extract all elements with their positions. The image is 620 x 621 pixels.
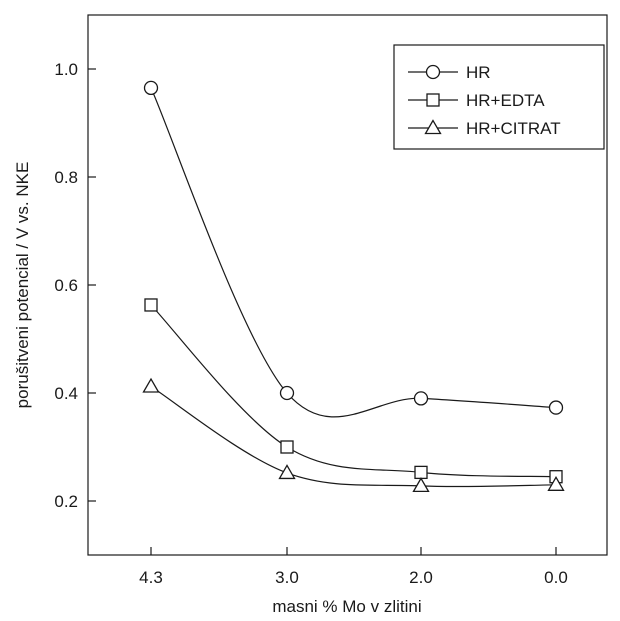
legend-label: HR+EDTA xyxy=(466,91,545,110)
legend-circle-marker xyxy=(425,64,441,80)
circle-marker xyxy=(143,80,159,96)
x-tick-label: 3.0 xyxy=(275,568,299,587)
circle-marker xyxy=(548,400,564,415)
y-tick-label: 0.4 xyxy=(54,384,78,403)
y-tick-label: 0.8 xyxy=(54,168,78,187)
legend: HR HR+EDTA HR+CITRAT xyxy=(393,44,605,150)
series-layer xyxy=(142,80,565,493)
triangle-marker xyxy=(142,377,160,393)
square-marker xyxy=(414,465,428,480)
legend-item: HR+CITRAT xyxy=(408,119,561,138)
series-line xyxy=(150,87,557,418)
series-hr-citrat xyxy=(142,377,565,493)
circle-marker xyxy=(413,391,429,406)
x-tick-label: 0.0 xyxy=(544,568,568,587)
legend-triangle-marker xyxy=(424,119,442,135)
x-tick-label: 4.3 xyxy=(139,568,163,587)
square-marker xyxy=(280,440,294,454)
triangle-marker xyxy=(412,477,430,493)
legend-item: HR+EDTA xyxy=(408,91,545,110)
y-axis-title: porušitveni potencial / V vs. NKE xyxy=(13,162,32,409)
series-hr xyxy=(143,80,564,418)
triangle-marker xyxy=(278,464,296,480)
square-marker xyxy=(144,298,158,312)
series-line xyxy=(150,386,557,488)
legend-square-marker xyxy=(426,93,440,107)
legend-item: HR xyxy=(408,63,491,82)
y-axis: 0.2 0.4 0.6 0.8 1.0 xyxy=(54,60,96,511)
y-tick-label: 0.6 xyxy=(54,276,78,295)
x-tick-label: 2.0 xyxy=(409,568,433,587)
legend-label: HR xyxy=(466,63,491,82)
circle-marker xyxy=(279,385,295,401)
y-tick-label: 0.2 xyxy=(54,492,78,511)
series-hr-edta xyxy=(144,298,563,484)
legend-label: HR+CITRAT xyxy=(466,119,561,138)
series-line xyxy=(150,304,557,478)
x-axis: 4.3 3.0 2.0 0.0 xyxy=(139,547,568,587)
x-axis-title: masni % Mo v zlitini xyxy=(272,597,421,616)
triangle-marker xyxy=(547,475,565,491)
y-tick-label: 1.0 xyxy=(54,60,78,79)
